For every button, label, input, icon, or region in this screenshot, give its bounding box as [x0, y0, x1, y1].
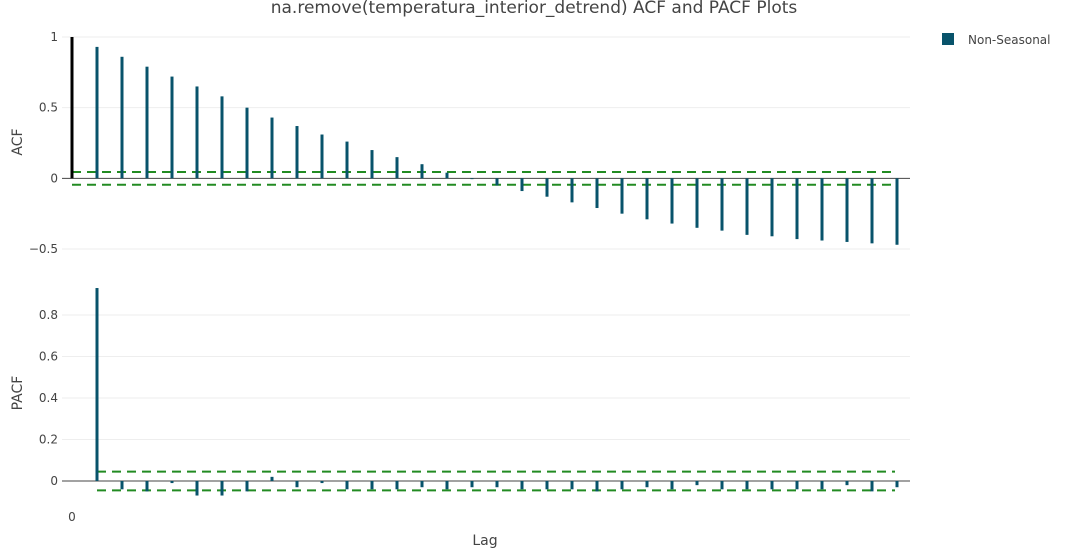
- acf-bar[interactable]: [420, 164, 424, 179]
- x-tick-label: 0: [68, 510, 76, 524]
- acf-bar[interactable]: [770, 178, 774, 237]
- pacf-bar[interactable]: [370, 481, 374, 490]
- acf-bar[interactable]: [720, 178, 724, 231]
- acf-bar[interactable]: [645, 178, 649, 220]
- acf-bar[interactable]: [670, 178, 674, 224]
- pacf-bar[interactable]: [520, 481, 524, 490]
- acf-bar[interactable]: [70, 37, 74, 179]
- acf-bar[interactable]: [895, 178, 899, 245]
- pacf-bar[interactable]: [220, 481, 224, 496]
- pacf-bar[interactable]: [820, 481, 824, 490]
- pacf-bar[interactable]: [770, 481, 774, 490]
- pacf-bar[interactable]: [470, 481, 474, 488]
- pacf-bar[interactable]: [870, 481, 874, 492]
- legend-swatch[interactable]: [942, 33, 954, 45]
- acf-bar[interactable]: [395, 157, 399, 179]
- pacf-bar[interactable]: [170, 481, 174, 484]
- pacf-y-tick-label: 0.6: [39, 350, 58, 364]
- pacf-bar[interactable]: [195, 481, 199, 496]
- pacf-bar[interactable]: [420, 481, 424, 488]
- pacf-bar[interactable]: [295, 481, 299, 488]
- acf-panel: −0.5 0 0.5 1: [29, 30, 910, 256]
- pacf-y-tick-label: 0.4: [39, 391, 58, 405]
- acf-y-tick-label: 0.5: [39, 101, 58, 115]
- acf-bar[interactable]: [320, 134, 324, 179]
- acf-bar[interactable]: [870, 178, 874, 244]
- acf-bar[interactable]: [845, 178, 849, 242]
- pacf-bar[interactable]: [245, 481, 249, 492]
- pacf-bar[interactable]: [145, 481, 149, 492]
- pacf-bar[interactable]: [570, 481, 574, 490]
- pacf-bar[interactable]: [845, 481, 849, 486]
- pacf-bar[interactable]: [545, 481, 549, 490]
- acf-bar[interactable]: [820, 178, 824, 241]
- pacf-bar[interactable]: [395, 481, 399, 490]
- pacf-bar[interactable]: [620, 481, 624, 490]
- pacf-panel: 0 0.2 0.4 0.6 0.8: [39, 288, 910, 496]
- chart-title: na.remove(temperatura_interior_detrend) …: [271, 0, 798, 18]
- acf-bar[interactable]: [95, 46, 99, 179]
- pacf-bar[interactable]: [495, 481, 499, 488]
- acf-bar[interactable]: [345, 141, 349, 179]
- pacf-bar[interactable]: [270, 476, 274, 481]
- pacf-bar[interactable]: [695, 481, 699, 486]
- acf-bar[interactable]: [495, 178, 499, 186]
- acf-bar[interactable]: [445, 172, 449, 179]
- acf-y-tick-label: −0.5: [29, 242, 58, 256]
- pacf-y-tick-label: 0.2: [39, 433, 58, 447]
- pacf-bar[interactable]: [670, 481, 674, 490]
- pacf-bar[interactable]: [645, 481, 649, 488]
- pacf-bar[interactable]: [445, 481, 449, 490]
- acf-bar[interactable]: [795, 178, 799, 240]
- pacf-bar[interactable]: [795, 481, 799, 490]
- pacf-bar[interactable]: [120, 481, 124, 490]
- pacf-bar[interactable]: [95, 288, 99, 481]
- acf-bar[interactable]: [295, 126, 299, 179]
- acf-bar[interactable]: [120, 56, 124, 179]
- acf-bar[interactable]: [245, 107, 249, 179]
- legend[interactable]: Non-Seasonal: [942, 33, 1051, 47]
- pacf-bar[interactable]: [745, 481, 749, 490]
- legend-label[interactable]: Non-Seasonal: [968, 33, 1051, 47]
- pacf-bar[interactable]: [595, 481, 599, 492]
- acf-bar[interactable]: [620, 178, 624, 214]
- pacf-bar[interactable]: [895, 481, 899, 488]
- pacf-bar[interactable]: [320, 481, 324, 484]
- pacf-y-tick-label: 0.8: [39, 308, 58, 322]
- acf-bar[interactable]: [695, 178, 699, 228]
- acf-bar[interactable]: [470, 178, 474, 180]
- acf-bar[interactable]: [545, 178, 549, 197]
- acf-bar[interactable]: [595, 178, 599, 209]
- acf-bar[interactable]: [370, 150, 374, 179]
- acf-bar[interactable]: [570, 178, 574, 203]
- pacf-bar[interactable]: [720, 481, 724, 490]
- acf-y-tick-label: 0: [50, 171, 58, 185]
- acf-bar[interactable]: [170, 76, 174, 179]
- acf-bar[interactable]: [745, 178, 749, 235]
- acf-bar[interactable]: [220, 96, 224, 179]
- acf-bar[interactable]: [520, 178, 524, 192]
- acf-bar[interactable]: [195, 86, 199, 179]
- pacf-y-axis-title: PACF: [10, 376, 26, 411]
- acf-bar[interactable]: [145, 66, 149, 179]
- pacf-y-tick-label: 0: [50, 474, 58, 488]
- acf-y-tick-label: 1: [50, 30, 58, 44]
- x-axis-title: Lag: [472, 533, 497, 548]
- acf-bar[interactable]: [270, 117, 274, 179]
- acf-y-axis-title: ACF: [10, 128, 26, 155]
- pacf-bar[interactable]: [345, 481, 349, 490]
